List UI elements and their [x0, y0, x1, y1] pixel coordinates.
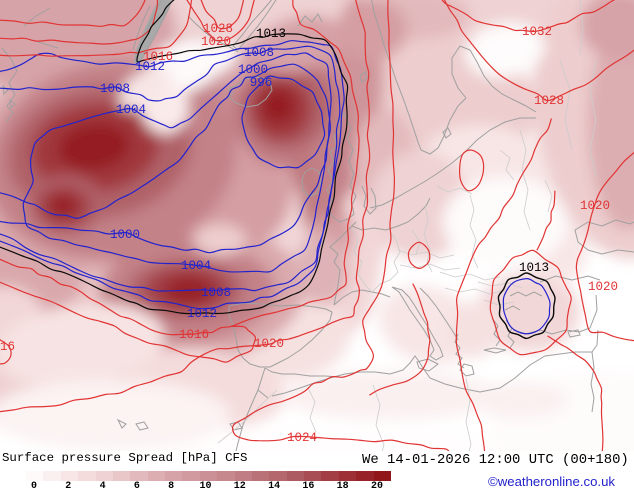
svg-text:1008: 1008 [244, 46, 274, 60]
svg-text:1020: 1020 [588, 280, 618, 294]
svg-text:1028: 1028 [534, 94, 564, 108]
svg-text:1020: 1020 [254, 337, 284, 351]
svg-text:1020: 1020 [201, 35, 231, 49]
svg-text:1013: 1013 [256, 27, 286, 41]
svg-text:1012: 1012 [187, 307, 217, 321]
svg-text:1004: 1004 [181, 259, 211, 273]
svg-text:1016: 1016 [143, 50, 173, 64]
svg-text:1012: 1012 [135, 60, 165, 74]
svg-text:1024: 1024 [287, 431, 317, 445]
svg-text:1013: 1013 [519, 261, 549, 275]
svg-text:1020: 1020 [580, 199, 610, 213]
svg-text:1008: 1008 [201, 286, 231, 300]
svg-text:1004: 1004 [116, 103, 146, 117]
svg-text:1016: 1016 [179, 328, 209, 342]
svg-text:1000: 1000 [110, 228, 140, 242]
svg-text:1016: 1016 [0, 340, 15, 354]
svg-text:1008: 1008 [100, 82, 130, 96]
svg-text:1032: 1032 [522, 25, 552, 39]
svg-text:996: 996 [250, 76, 273, 90]
svg-text:1000: 1000 [238, 63, 268, 77]
svg-text:1028: 1028 [203, 22, 233, 36]
